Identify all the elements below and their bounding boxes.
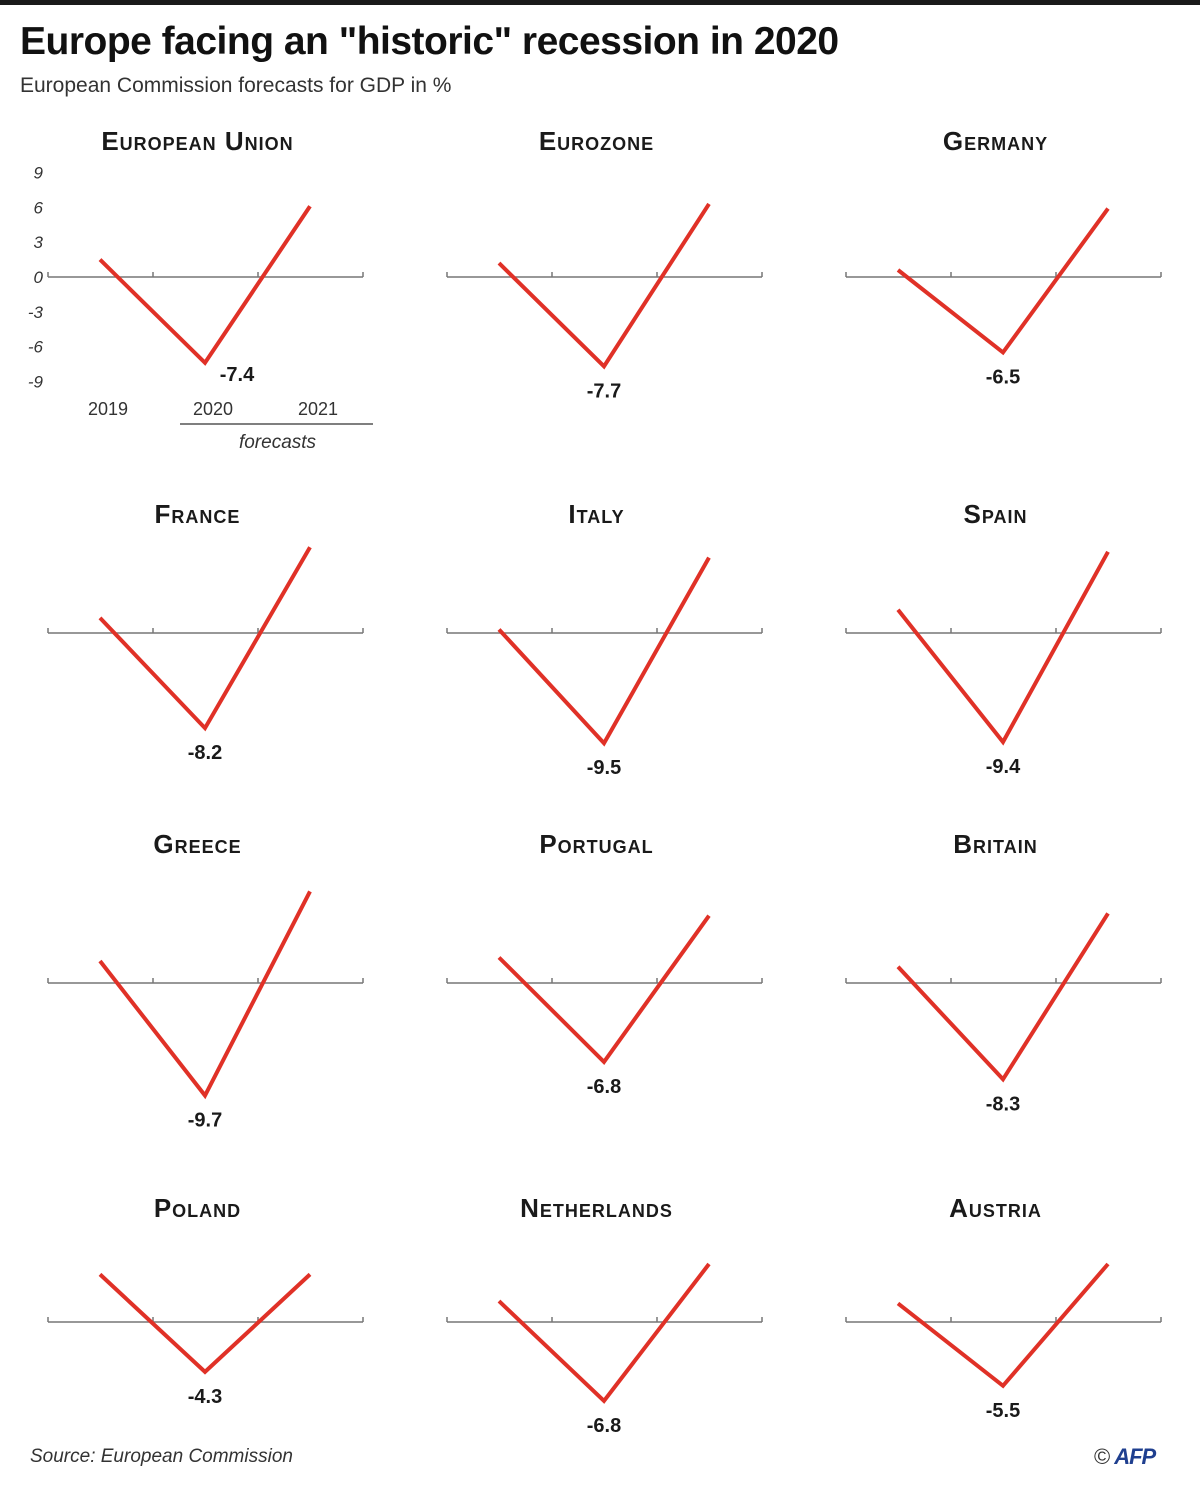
panel-title-britain: Britain xyxy=(953,829,1037,859)
data-label-2020-netherlands: -6.8 xyxy=(587,1415,621,1437)
data-label-2020-european-union: -7.4 xyxy=(220,364,255,386)
x-tick-label-2021: 2021 xyxy=(298,399,338,419)
series-line-greece xyxy=(98,890,312,1100)
data-label-2020-eurozone: -7.7 xyxy=(587,380,621,402)
panel-title-european-union: European Union xyxy=(101,126,293,156)
top-rule xyxy=(0,0,1200,5)
series-line-spain xyxy=(896,550,1110,746)
data-label-2020-portugal: -6.8 xyxy=(587,1076,621,1098)
panel-title-poland: Poland xyxy=(154,1193,241,1223)
copyright-symbol: © xyxy=(1094,1444,1111,1469)
panel-title-austria: Austria xyxy=(949,1193,1042,1223)
forecast-label: forecasts xyxy=(239,432,317,453)
data-label-2020-greece: -9.7 xyxy=(188,1110,222,1132)
panel-title-france: France xyxy=(155,499,241,529)
credit: © AFP xyxy=(1094,1444,1156,1470)
data-label-2020-austria: -5.5 xyxy=(986,1400,1020,1422)
afp-logo: AFP xyxy=(1114,1444,1156,1469)
series-line-portugal xyxy=(497,914,711,1065)
data-label-2020-britain: -8.3 xyxy=(986,1093,1020,1115)
panel-title-italy: Italy xyxy=(568,499,624,529)
y-tick-label: -9 xyxy=(28,372,44,391)
x-tick-label-2020: 2020 xyxy=(193,399,233,419)
page-title: Europe facing an "historic" recession in… xyxy=(20,20,839,63)
page-subtitle: European Commission forecasts for GDP in… xyxy=(20,74,452,97)
panel-title-eurozone: Eurozone xyxy=(539,126,654,156)
source-note: Source: European Commission xyxy=(30,1446,293,1467)
x-tick-label-2019: 2019 xyxy=(88,399,128,419)
data-label-2020-spain: -9.4 xyxy=(986,756,1021,778)
series-line-netherlands xyxy=(497,1262,711,1404)
series-line-eurozone xyxy=(497,202,711,370)
y-tick-label: -6 xyxy=(28,338,44,357)
data-label-2020-france: -8.2 xyxy=(188,742,222,764)
panel-title-netherlands: Netherlands xyxy=(520,1193,673,1223)
series-line-germany xyxy=(896,207,1110,356)
y-tick-label: 6 xyxy=(34,198,44,217)
panel-title-greece: Greece xyxy=(153,829,241,859)
y-tick-label: 3 xyxy=(34,233,44,252)
panel-title-spain: Spain xyxy=(963,499,1027,529)
data-label-2020-poland: -4.3 xyxy=(188,1386,222,1408)
series-line-britain xyxy=(896,912,1110,1083)
data-label-2020-italy: -9.5 xyxy=(587,757,621,779)
series-line-france xyxy=(98,546,312,732)
series-line-poland xyxy=(98,1272,312,1375)
y-tick-label: 0 xyxy=(34,268,44,287)
series-line-italy xyxy=(497,556,711,747)
y-tick-label: -3 xyxy=(28,303,44,322)
series-line-european-union xyxy=(98,205,312,366)
panel-title-germany: Germany xyxy=(943,126,1048,156)
data-label-2020-germany: -6.5 xyxy=(986,366,1020,388)
panel-title-portugal: Portugal xyxy=(539,829,653,859)
y-tick-label: 9 xyxy=(34,164,44,183)
series-line-austria xyxy=(896,1262,1110,1389)
